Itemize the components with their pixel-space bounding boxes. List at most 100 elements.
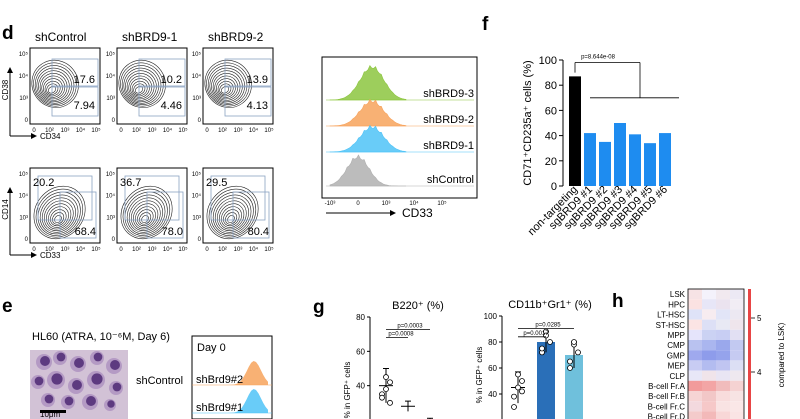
y-tick-label: 80 — [488, 338, 497, 347]
panel-label-f: f — [482, 14, 489, 35]
gate-lower — [224, 86, 272, 117]
y-tick-label: 20 — [545, 156, 557, 168]
bar — [599, 141, 611, 186]
contour-line — [137, 209, 154, 227]
heatmap-cell — [730, 380, 744, 391]
contour-line — [41, 197, 76, 233]
bar — [659, 133, 671, 186]
heatmap-row-label: CLP — [669, 372, 685, 381]
day0-histogram: Day 0 shBrd9#2 shBrd9#1 — [191, 335, 273, 419]
track-label: shControl — [427, 174, 474, 186]
x-tick-label: 0 — [205, 128, 209, 134]
facs-ylabel: CD38 — [1, 79, 10, 100]
heatmap-cell — [702, 380, 716, 391]
x-tick-label: 0 — [119, 247, 123, 253]
x-tick-label: 10⁵ — [91, 246, 101, 253]
gate-value: 36.7 — [120, 177, 141, 189]
track-label: shBrd9#2 — [196, 374, 243, 386]
contour-line — [50, 209, 67, 227]
contour-line — [212, 194, 252, 235]
heatmap-row-label: B-cell Fr.B — [648, 392, 685, 401]
x-tick-label: 10⁴ — [76, 127, 86, 134]
y-tick-label: 0 — [112, 118, 116, 124]
data-point — [519, 388, 525, 395]
contour-line — [131, 80, 148, 97]
heatmap-cell — [688, 309, 702, 320]
heatmap-row-label: MPP — [668, 331, 685, 340]
gate-lower — [51, 86, 99, 117]
y-tick-label: 10³ — [192, 96, 201, 102]
heatmap-row-label: GMP — [667, 351, 685, 360]
contour-line — [39, 73, 68, 101]
gate-value: 17.6 — [74, 74, 95, 86]
y-tick-label: 10⁴ — [192, 73, 202, 80]
contour-line — [47, 86, 57, 94]
x-tick-label: 10² — [218, 247, 227, 253]
heatmap-cell — [688, 350, 702, 361]
heatmap-cell — [716, 411, 730, 419]
histogram-x-tick: 0 — [356, 201, 360, 207]
contour-line — [39, 194, 79, 235]
heatmap-colorbar: 5 4 compared to LSK) — [748, 289, 786, 419]
y-tick-label: 60 — [545, 105, 557, 117]
y-tick-label: 10⁴ — [19, 73, 29, 80]
p-value: p=0.0017 — [523, 331, 549, 337]
heatmap-cell — [702, 350, 716, 361]
heatmap-cell — [702, 319, 716, 330]
heatmap-cell — [730, 329, 744, 340]
gate-lower — [232, 191, 270, 239]
contour-line — [35, 188, 84, 238]
facs-plot — [116, 167, 188, 244]
facs-xlabel: CD33 — [40, 251, 61, 260]
x-tick-label: 10⁵ — [264, 127, 274, 134]
heatmap-cell — [702, 411, 716, 419]
track-label: shBRD9-3 — [423, 88, 474, 100]
data-point — [547, 339, 553, 345]
histogram-xlabel: CD33 — [402, 206, 433, 220]
cell-nucleus — [64, 396, 74, 406]
contour-line — [139, 212, 152, 225]
histogram-x-tick: 10⁴ — [409, 200, 419, 207]
p-value: p=0.0003 — [397, 323, 423, 329]
heatmap-cell — [702, 391, 716, 402]
y-tick-label: 10⁵ — [19, 171, 29, 178]
heatmap-cell — [702, 289, 716, 300]
data-point — [383, 374, 389, 380]
data-point — [519, 378, 525, 384]
contour-line — [121, 65, 162, 105]
heatmap-cell — [688, 391, 702, 402]
gate-value: 20.2 — [33, 177, 54, 189]
bar — [569, 76, 581, 186]
heatmap-cell — [716, 319, 730, 330]
y-tick-label: 60 — [488, 364, 497, 373]
heatmap-cell — [688, 360, 702, 371]
heatmap-cell — [730, 299, 744, 310]
y-tick-label: 80 — [545, 80, 557, 92]
y-tick-label: 10³ — [19, 215, 28, 221]
heatmap-row-label: LSK — [670, 290, 686, 299]
data-point — [575, 349, 581, 356]
contour-line — [133, 203, 159, 230]
x-tick-label: 10³ — [148, 247, 157, 253]
contour-line — [34, 65, 75, 105]
cell-nucleus — [56, 352, 66, 362]
y-tick-label: 60 — [356, 347, 365, 356]
contour-line — [33, 62, 77, 107]
heatmap-row-label: HPC — [668, 300, 685, 309]
cell-nucleus — [107, 400, 115, 408]
heatmap-cell — [716, 299, 730, 310]
heatmap-cell — [702, 329, 716, 340]
micrograph-label: shControl — [136, 375, 183, 387]
y-tick-label: 100 — [484, 312, 498, 321]
y-tick-label: 10⁵ — [106, 171, 116, 178]
heatmap-cell — [702, 340, 716, 351]
heatmap-cell — [716, 309, 730, 320]
heatmap-frame — [687, 288, 745, 419]
heatmap-row-label: MEP — [668, 362, 685, 371]
scalebar — [40, 410, 66, 413]
track-label: shBRD9-2 — [423, 114, 474, 126]
y-tick-label: 10³ — [106, 96, 115, 102]
contour-line — [130, 78, 150, 98]
dot-plot-cd11b: 40 60 80 100 CD11b⁺Gr1⁺ (%) p=0.0285 p=0.0017 — [484, 299, 592, 419]
heatmap-cell — [702, 309, 716, 320]
